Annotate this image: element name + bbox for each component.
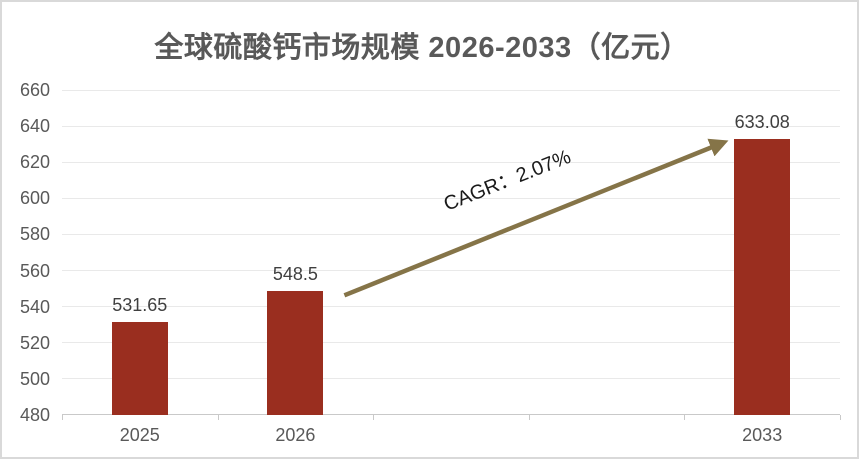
x-tick-label-2025: 2025 <box>119 425 160 445</box>
y-tick-label: 660 <box>19 80 50 100</box>
x-axis-tick <box>217 415 219 420</box>
bar-2025 <box>111 321 168 415</box>
bar-value-label-2033: 633.08 <box>734 111 790 132</box>
gridline <box>62 89 840 91</box>
x-axis-tick <box>684 415 686 420</box>
gridline <box>62 161 840 163</box>
y-tick-label: 520 <box>19 332 50 353</box>
x-axis-line <box>62 414 840 415</box>
gridline <box>62 270 840 272</box>
x-tick-label-2026: 2026 <box>275 425 316 445</box>
plot-area <box>62 89 840 415</box>
y-tick-label: 580 <box>19 224 50 245</box>
x-axis-tick <box>840 415 841 420</box>
y-tick-label: 600 <box>19 188 50 209</box>
bar-2026 <box>267 291 324 415</box>
bar-value-label-2025: 531.65 <box>112 294 168 315</box>
x-axis-tick <box>528 415 530 420</box>
bar-value-label-2026: 548.5 <box>272 264 318 285</box>
y-tick-label: 640 <box>19 116 50 137</box>
x-tick-label-2033: 2033 <box>742 425 783 445</box>
x-axis-tick <box>373 415 375 420</box>
chart-title: 全球硫酸钙市场规模 2026-2033（亿元） <box>154 32 690 64</box>
gridline <box>62 342 840 344</box>
y-tick-label: 620 <box>19 152 50 173</box>
gridline <box>62 306 840 308</box>
gridline <box>62 233 840 235</box>
x-axis-tick <box>62 415 63 420</box>
gridline <box>62 378 840 380</box>
y-tick-label: 500 <box>19 368 50 389</box>
y-tick-label: 480 <box>19 405 50 425</box>
y-tick-label: 540 <box>19 296 50 317</box>
y-tick-label: 560 <box>19 260 50 281</box>
bar-2033 <box>734 138 791 415</box>
gridline <box>62 125 840 127</box>
